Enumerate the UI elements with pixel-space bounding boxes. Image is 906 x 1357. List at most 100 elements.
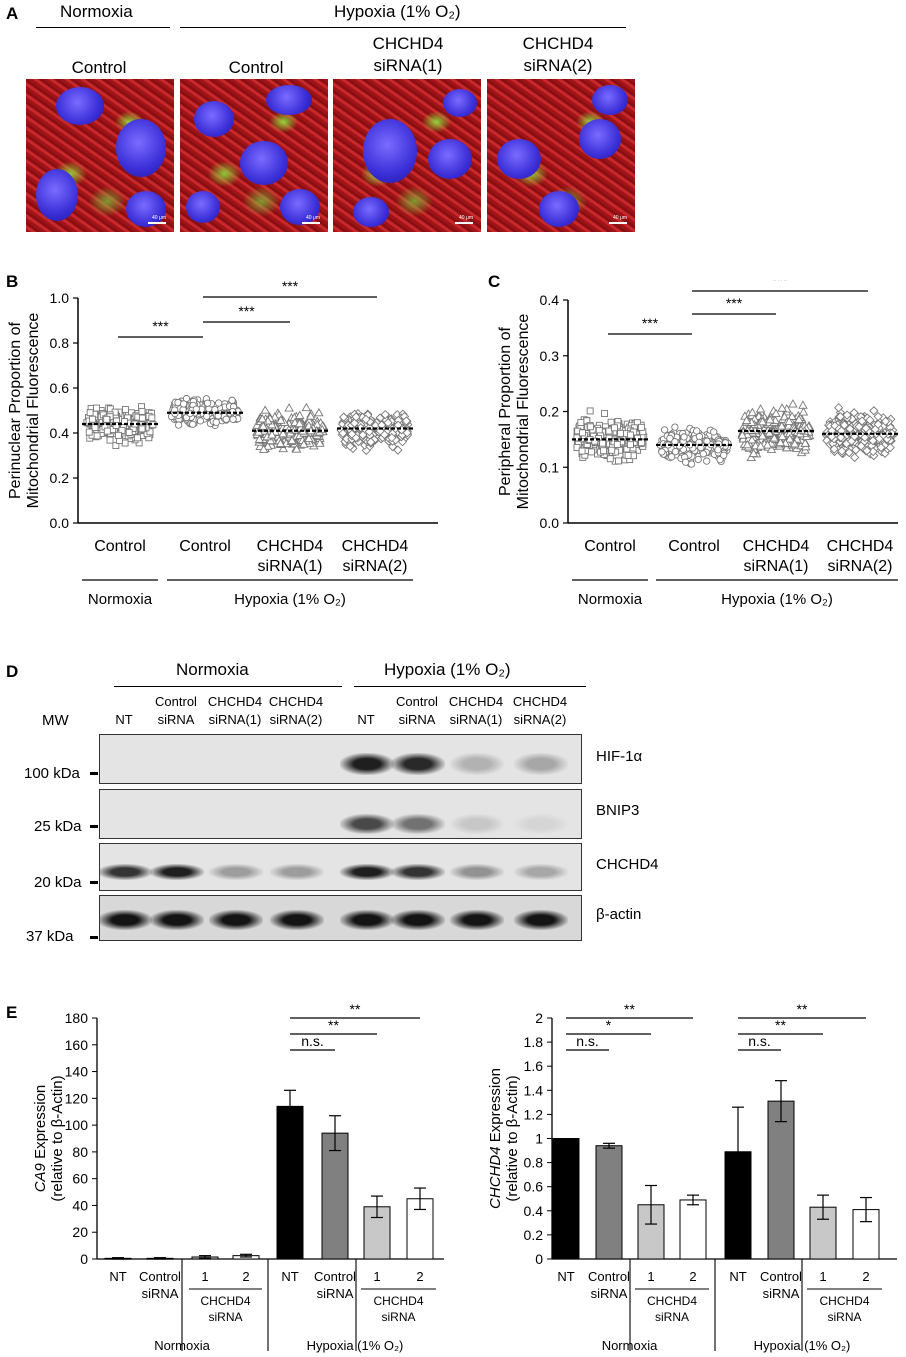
group-label-normoxia: Normoxia [578, 591, 643, 608]
data-point [276, 415, 286, 424]
data-point [121, 406, 129, 413]
data-point [699, 450, 707, 458]
significance-label: *** [282, 280, 299, 294]
blot-label-bnip3: BNIP3 [596, 802, 640, 819]
x-category-label: 1 [647, 1269, 654, 1284]
panel-a-condition-label: siRNA(1) [373, 56, 443, 75]
x-category-label: siRNA [142, 1286, 179, 1301]
data-point [885, 442, 895, 453]
sirna-group-label: CHCHD4 [373, 1294, 423, 1308]
y-tick-label: 0.2 [50, 470, 70, 486]
data-point [742, 439, 753, 449]
y-tick-label: 1.2 [524, 1106, 544, 1122]
y-tick-label: 0.4 [50, 425, 70, 441]
blot-band [514, 753, 568, 775]
lane-label: siRNA(2) [269, 712, 323, 727]
x-category-label: CHCHD4 [342, 538, 409, 555]
x-category-label: Control [94, 538, 146, 555]
data-point [339, 412, 349, 422]
blot-label-beta-actin: β-actin [596, 906, 642, 923]
y-axis-label-line2: Mitochondrial Fluorescence [515, 314, 532, 510]
group-label-hypoxia: Hypoxia (1% O₂) [234, 591, 346, 608]
marker-25kda: 25 kDa [34, 818, 82, 835]
x-category-label: Control [584, 538, 636, 555]
blot-band [391, 814, 445, 834]
panel-e-ca9-bar-chart: 0 20 40 60 80 100 120 140 160 180 CA9 Expression (r… [32, 1001, 444, 1353]
data-point [93, 404, 100, 412]
data-point [794, 414, 804, 424]
data-point [755, 404, 766, 413]
panel-a-condition-label: siRNA(2) [523, 56, 593, 75]
data-point [294, 410, 305, 419]
x-category-label: CHCHD4 [743, 538, 810, 555]
x-category-label: NT [109, 1269, 126, 1284]
blot-band [340, 753, 394, 775]
data-point [856, 441, 866, 451]
x-category-label: 1 [819, 1269, 826, 1284]
data-point [851, 445, 861, 455]
data-point [338, 428, 348, 438]
blot-band [450, 814, 504, 834]
data-point [93, 432, 101, 440]
data-point [211, 405, 219, 414]
data-point [765, 414, 775, 424]
marker-37kda: 37 kDa [26, 928, 74, 945]
data-point [387, 433, 397, 443]
data-point [798, 407, 809, 416]
data-point [869, 406, 879, 416]
data-point [138, 407, 146, 415]
y-axis-label-line2: (relative to β-Actin) [49, 1075, 66, 1201]
data-point [579, 429, 586, 437]
group-label-normoxia: Normoxia [88, 591, 153, 608]
data-point [606, 455, 614, 463]
data-point [118, 426, 126, 434]
significance-label: ** [350, 1001, 361, 1017]
y-tick-label: 1.0 [50, 290, 70, 306]
bar [363, 1206, 391, 1260]
data-point [608, 446, 616, 454]
data-point [393, 445, 403, 455]
x-category-label: siRNA(2) [343, 558, 408, 575]
data-point [784, 434, 795, 443]
group-label-hypoxia: Hypoxia (1% O₂) [721, 591, 833, 608]
data-point [626, 431, 634, 439]
blot-band [391, 864, 445, 880]
y-tick-label: 0 [80, 1251, 88, 1267]
sirna-group-label: siRNA [827, 1310, 861, 1324]
group-label-hypoxia: Hypoxia (1% O₂) [754, 1338, 851, 1353]
data-point [294, 418, 305, 428]
panel-a-condition-label: CHCHD4 [522, 34, 594, 53]
data-point [345, 441, 355, 451]
data-point [613, 440, 621, 448]
y-tick-label: 0.2 [524, 1227, 544, 1243]
data-point [134, 434, 141, 442]
significance-label: * [606, 1017, 612, 1033]
data-point [263, 441, 273, 450]
significance-label: *** [726, 295, 743, 311]
significance-label: ** [775, 1017, 786, 1033]
group-label-normoxia: Normoxia [154, 1338, 210, 1353]
significance-label: n.s. [301, 1033, 324, 1049]
x-category-label: siRNA [317, 1286, 354, 1301]
data-point [658, 448, 666, 456]
data-point [747, 407, 758, 417]
data-point [660, 426, 669, 434]
data-point [703, 437, 711, 445]
y-tick-label: 0.0 [540, 515, 560, 531]
data-point [349, 418, 360, 428]
bar [595, 1145, 623, 1260]
panel-e-chchd4-bar-chart: 0 0.2 0.4 0.6 0.8 1 1.2 1.4 1.6 1.8 2 CHCHD4 Expres… [487, 1001, 897, 1353]
x-category-label: 1 [201, 1269, 208, 1284]
data-point [148, 414, 156, 422]
data-point [850, 452, 860, 463]
data-point [189, 420, 197, 428]
panel-d-hypoxia-header: Hypoxia (1% O₂) [384, 660, 511, 679]
data-point [784, 416, 794, 426]
data-point [301, 402, 312, 412]
data-point [258, 421, 268, 430]
data-point [125, 429, 133, 436]
y-tick-label: 0.6 [524, 1179, 544, 1195]
data-point [305, 411, 316, 420]
micrograph-normoxia-control: 40 μm [26, 79, 174, 232]
data-point [215, 399, 223, 407]
